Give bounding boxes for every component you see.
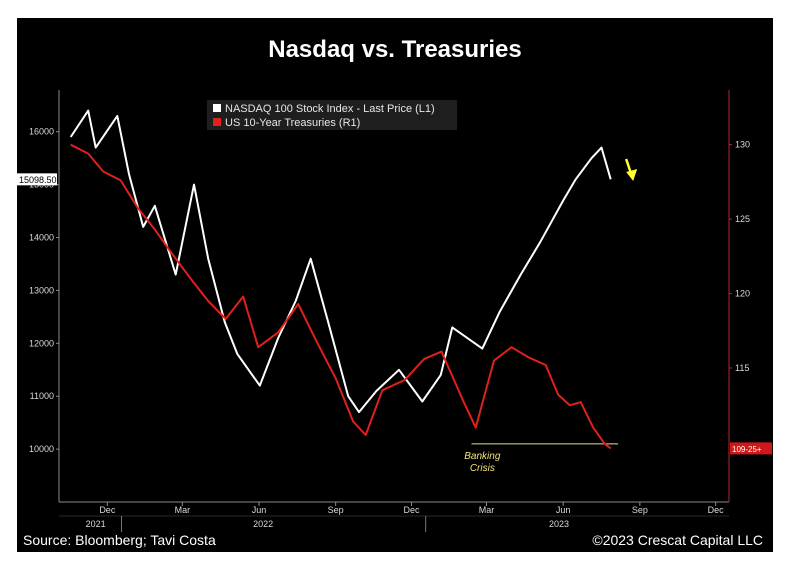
legend-box	[207, 100, 457, 130]
left-tick-label: 13000	[29, 285, 54, 295]
left-tick-label: 11000	[30, 391, 54, 401]
legend-label-nasdaq: NASDAQ 100 Stock Index - Last Price (L1)	[225, 103, 435, 115]
x-tick-label: Dec	[99, 505, 116, 515]
treasuries-last-value-tag	[730, 442, 772, 455]
x-tick-label: Mar	[479, 505, 495, 515]
copyright-note: ©2023 Crescat Capital LLC	[592, 532, 763, 548]
chart-frame: 1000011000120001300014000150001600011512…	[17, 18, 773, 552]
treasuries-series-line	[70, 143, 612, 450]
right-tick-label: 115	[735, 363, 749, 373]
down-arrow-icon	[626, 169, 638, 181]
nasdaq-last-value-tag	[17, 173, 57, 186]
left-tick-label: 10000	[29, 444, 54, 454]
x-tick-label: Jun	[252, 505, 267, 515]
nasdaq-series-line	[69, 109, 612, 414]
right-tick-label: 120	[735, 289, 750, 299]
year-label: 2022	[253, 519, 273, 529]
x-tick-label: Sep	[632, 505, 648, 515]
x-tick-label: Jun	[556, 505, 571, 515]
right-tick-label: 125	[735, 214, 750, 224]
annotation-banking: Banking	[464, 451, 501, 462]
left-tick-label: 16000	[29, 127, 54, 137]
source-note: Source: Bloomberg; Tavi Costa	[23, 532, 216, 548]
right-tick-label: 130	[735, 140, 750, 150]
legend-swatch-nasdaq	[213, 104, 221, 112]
legend-label-treasuries: US 10-Year Treasuries (R1)	[225, 117, 360, 129]
year-label: 2021	[86, 519, 106, 529]
chart-canvas: 1000011000120001300014000150001600011512…	[17, 90, 772, 532]
year-label: 2023	[549, 519, 569, 529]
left-tick-label: 14000	[29, 233, 54, 243]
x-tick-label: Sep	[328, 505, 344, 515]
nasdaq-last-value-label: 15098.50	[19, 175, 57, 185]
legend-swatch-treasuries	[213, 118, 221, 126]
annotation-crisis: Crisis	[470, 463, 495, 474]
x-tick-label: Mar	[175, 505, 191, 515]
chart-title: Nasdaq vs. Treasuries	[268, 36, 522, 63]
x-tick-label: Dec	[708, 505, 725, 515]
x-tick-label: Dec	[403, 505, 420, 515]
left-tick-label: 12000	[29, 338, 54, 348]
treasuries-last-value-label: 109-25+	[732, 445, 762, 454]
